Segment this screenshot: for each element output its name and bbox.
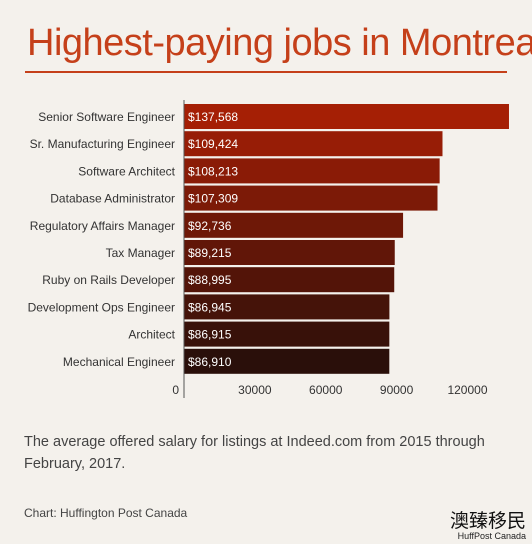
watermark-text: 澳臻移民 [449,510,526,532]
category-label: Regulatory Affairs Manager [30,219,175,233]
x-tick-label: 60000 [309,383,343,397]
chart-source: Chart: Huffington Post Canada [24,506,188,520]
watermark: 澳臻移民 HuffPost Canada [450,511,526,541]
bar-value-label: $86,910 [188,355,232,369]
category-label: Tax Manager [106,246,175,260]
bar [184,240,395,265]
bar-chart: $137,568 Senior Software Engineer $109,424… [28,100,509,398]
bar [184,294,390,320]
watermark-subtext: HuffPost Canada [457,531,526,541]
chart-caption: The average offered salary for listings … [24,434,485,472]
bar-value-label: $86,915 [188,328,232,342]
bar-value-label: $137,568 [188,110,238,124]
bar-value-label: $92,736 [188,219,232,233]
bar [184,104,509,129]
bar-value-label: $109,424 [188,137,238,151]
x-tick-label: 120000 [447,383,487,397]
bar-value-label: $89,215 [188,246,232,260]
title-underline [25,71,507,73]
bar-value-label: $108,213 [188,164,238,178]
x-tick-label: 90000 [380,383,414,397]
category-label: Database Administrator [50,192,175,206]
category-label: Senior Software Engineer [38,110,175,124]
bar [184,212,404,238]
bar-value-label: $88,995 [188,273,232,287]
x-tick-label: 0 [172,383,179,397]
bar [184,185,438,211]
bar [184,321,390,347]
bar [184,158,440,184]
category-label: Ruby on Rails Developer [42,273,175,287]
bar [184,131,443,157]
category-label: Software Architect [78,164,175,178]
bar-value-label: $107,309 [188,192,238,206]
bar-value-label: $86,945 [188,300,232,314]
bar [184,348,390,374]
chart-title: Highest-paying jobs in Montreal [27,22,532,64]
category-label: Mechanical Engineer [63,355,175,369]
category-label: Sr. Manufacturing Engineer [30,137,175,151]
category-label: Development Ops Engineer [28,300,175,314]
bar [184,267,395,293]
x-tick-label: 30000 [238,383,272,397]
category-label: Architect [128,328,175,342]
